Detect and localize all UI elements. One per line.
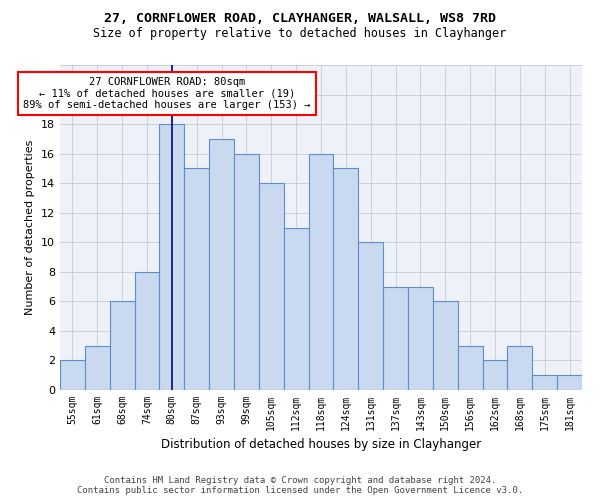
Text: 27, CORNFLOWER ROAD, CLAYHANGER, WALSALL, WS8 7RD: 27, CORNFLOWER ROAD, CLAYHANGER, WALSALL… — [104, 12, 496, 26]
Bar — [358, 242, 383, 390]
Bar — [284, 228, 308, 390]
Bar — [110, 302, 134, 390]
Bar — [60, 360, 85, 390]
X-axis label: Distribution of detached houses by size in Clayhanger: Distribution of detached houses by size … — [161, 438, 481, 452]
Bar — [259, 183, 284, 390]
Bar — [383, 286, 408, 390]
Bar — [482, 360, 508, 390]
Bar — [134, 272, 160, 390]
Bar — [433, 302, 458, 390]
Bar — [85, 346, 110, 390]
Text: Contains HM Land Registry data © Crown copyright and database right 2024.
Contai: Contains HM Land Registry data © Crown c… — [77, 476, 523, 495]
Bar — [508, 346, 532, 390]
Text: 27 CORNFLOWER ROAD: 80sqm
← 11% of detached houses are smaller (19)
89% of semi-: 27 CORNFLOWER ROAD: 80sqm ← 11% of detac… — [23, 77, 311, 110]
Text: Size of property relative to detached houses in Clayhanger: Size of property relative to detached ho… — [94, 28, 506, 40]
Y-axis label: Number of detached properties: Number of detached properties — [25, 140, 35, 315]
Bar — [308, 154, 334, 390]
Bar — [557, 375, 582, 390]
Bar — [160, 124, 184, 390]
Bar — [458, 346, 482, 390]
Bar — [209, 139, 234, 390]
Bar — [334, 168, 358, 390]
Bar — [532, 375, 557, 390]
Bar — [408, 286, 433, 390]
Bar — [234, 154, 259, 390]
Bar — [184, 168, 209, 390]
